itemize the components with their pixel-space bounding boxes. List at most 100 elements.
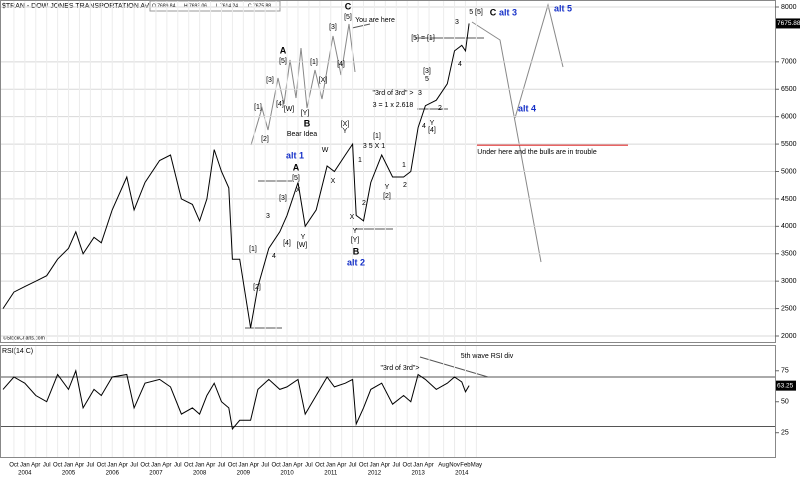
x-tick-label: Nov (449, 463, 460, 469)
annotation: [2] (253, 284, 261, 291)
annotation: alt 1 (286, 150, 304, 160)
annotation: 3 (455, 19, 459, 26)
y-tick-label: 5000 (781, 168, 797, 175)
annotation: 3 = 1 x 2.618 (373, 102, 414, 109)
x-tick-label: Apr (75, 463, 84, 469)
x-tick-label: Jul (87, 463, 95, 469)
year-label: 2009 (237, 471, 251, 477)
y-tick-label: 6000 (781, 114, 797, 121)
x-tick-label: Oct (9, 463, 19, 469)
x-tick-label: Oct (403, 463, 413, 469)
year-label: 2014 (455, 471, 469, 477)
y-tick-label: 3500 (781, 251, 797, 258)
annotation: [4] (337, 61, 345, 68)
copyright: ©StockCharts.com (3, 334, 45, 341)
y-tick-label: 6500 (781, 86, 797, 93)
annotation: [3] (329, 24, 337, 31)
header-stat: L 7614.24 (216, 3, 238, 9)
y-tick-label: 4500 (781, 196, 797, 203)
annotation: 2 (403, 182, 407, 189)
annotation: 1 (358, 157, 362, 164)
x-tick-label: Feb (460, 463, 471, 469)
annotation: 4 (422, 123, 426, 130)
x-tick-label: Oct (315, 463, 325, 469)
rsi-value-label: 63.25 (777, 382, 794, 389)
annotation: [1] (254, 104, 262, 111)
x-tick-label: Aug (438, 463, 449, 469)
x-tick-label: Oct (140, 463, 150, 469)
annotation: 3 (266, 213, 270, 220)
year-label: 2005 (62, 471, 76, 477)
annotation: You are here (355, 17, 395, 24)
annotation: [3] (423, 68, 431, 75)
x-tick-label: Jul (261, 463, 269, 469)
rsi-tick-label: 50 (781, 399, 789, 406)
x-tick-label: Jan (195, 463, 205, 469)
last-value-box (776, 18, 800, 29)
x-tick-label: Jul (349, 463, 357, 469)
annotation: [4] (283, 240, 291, 247)
annotation: Bear Idea (287, 131, 317, 138)
annotation: X (331, 178, 336, 185)
annotation: W (322, 147, 329, 154)
price-line (2, 23, 470, 328)
alt3-path (471, 21, 542, 263)
header-stat: O 7689.84 (152, 3, 176, 9)
x-tick-label: Jan (282, 463, 292, 469)
annotation: 4 (458, 61, 462, 68)
x-tick-label: Apr (337, 463, 346, 469)
annotation: A (280, 45, 287, 55)
annotation: [Y] (301, 110, 310, 117)
year-label: 2008 (193, 471, 207, 477)
x-tick-label: Oct (271, 463, 281, 469)
annotation: [W] (297, 242, 308, 249)
annotation: 3 5 X 1 (363, 143, 385, 150)
annotation: Y (385, 184, 390, 191)
annotation: [2] (383, 193, 391, 200)
annotation: [5] = [1] (411, 35, 435, 42)
annotation: [5] (344, 14, 352, 21)
y-tick-label: 2000 (781, 333, 797, 340)
x-tick-label: Oct (53, 463, 63, 469)
year-label: 2004 (18, 471, 32, 477)
stats-box (149, 0, 281, 12)
x-tick-label: Jan (370, 463, 380, 469)
x-tick-label: Jan (238, 463, 248, 469)
annotation: [Y] (351, 237, 360, 244)
y-tick-label: 8000 (781, 4, 797, 11)
y-tick-label: 5500 (781, 141, 797, 148)
x-tick-label: Jul (305, 463, 313, 469)
annotation: [3] (279, 195, 287, 202)
x-tick-label: Oct (359, 463, 369, 469)
header-stat: H 7693.06 (184, 3, 207, 9)
x-tick-label: Oct (97, 463, 107, 469)
annotation: alt 3 (499, 7, 517, 17)
annotation: Y (430, 120, 435, 127)
x-tick-label: Jan (107, 463, 117, 469)
annotation: 5 (425, 76, 429, 83)
annotation: B (304, 118, 311, 128)
alt5-path (514, 3, 564, 119)
annotation: 1 (402, 162, 406, 169)
annotation: 2 (438, 105, 442, 112)
annotation: [5] (279, 58, 287, 65)
year-label: 2006 (106, 471, 120, 477)
x-tick-label: Oct (184, 463, 194, 469)
annotation: alt 4 (518, 103, 536, 113)
x-tick-label: Jan (413, 463, 423, 469)
year-label: 2011 (324, 471, 338, 477)
x-tick-label: Apr (250, 463, 259, 469)
rsi-tick-label: 75 (781, 368, 789, 375)
annotation: Y (353, 228, 358, 235)
x-tick-label: Jan (64, 463, 74, 469)
x-tick-label: May (471, 463, 482, 469)
x-tick-label: Apr (118, 463, 127, 469)
x-tick-label: Jul (43, 463, 51, 469)
annotation: 2 (362, 200, 366, 207)
x-tick-label: Jul (392, 463, 400, 469)
year-label: 2007 (149, 471, 163, 477)
rsi-label: RSI(14,C) (2, 348, 33, 355)
header-stats: O 7689.84 H 7693.06 L 7614.24 C 7675.88 (149, 0, 281, 12)
